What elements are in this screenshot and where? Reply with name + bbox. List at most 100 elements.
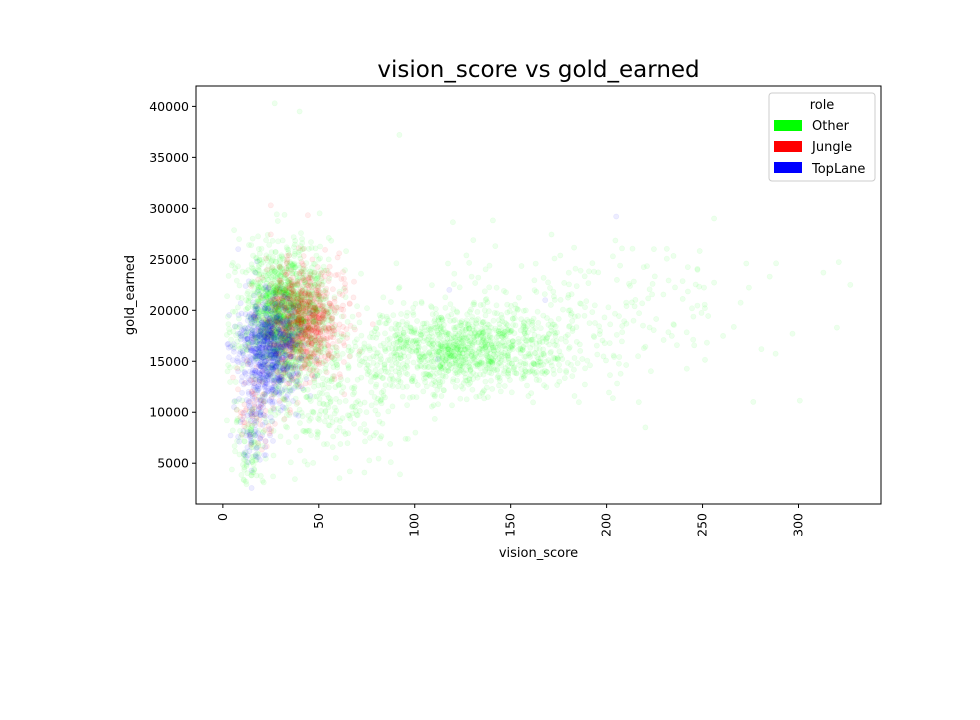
point-other <box>596 331 603 337</box>
point-other <box>292 326 299 332</box>
point-other <box>282 423 289 430</box>
point-other <box>278 265 285 271</box>
point-other <box>295 308 302 315</box>
point-toplane <box>303 376 310 382</box>
point-toplane <box>236 321 243 328</box>
point-other <box>304 353 311 360</box>
point-other <box>307 336 314 343</box>
point-toplane <box>276 356 283 363</box>
point-toplane <box>279 387 286 394</box>
point-other <box>257 283 264 290</box>
point-other <box>472 280 479 286</box>
point-jungle <box>329 286 336 293</box>
point-other <box>301 386 307 393</box>
point-other <box>469 313 476 320</box>
point-other <box>265 253 272 260</box>
point-jungle <box>299 335 306 341</box>
point-other <box>281 295 287 301</box>
point-other <box>614 276 620 283</box>
point-other <box>378 356 384 363</box>
point-other <box>451 326 458 333</box>
point-toplane <box>287 353 294 360</box>
point-other <box>315 415 321 422</box>
point-other <box>311 290 317 297</box>
point-other <box>286 332 293 339</box>
point-other <box>286 328 293 335</box>
point-jungle <box>290 274 296 280</box>
point-other <box>384 336 391 343</box>
point-other <box>284 272 291 279</box>
point-other <box>431 324 438 331</box>
point-other <box>312 337 319 343</box>
point-other <box>276 307 282 314</box>
point-other <box>287 342 293 349</box>
point-other <box>312 275 318 282</box>
point-other <box>275 238 281 245</box>
point-other <box>576 399 582 406</box>
point-other <box>310 314 317 321</box>
point-other <box>267 319 273 326</box>
point-other <box>417 335 424 342</box>
point-toplane <box>260 292 266 299</box>
point-other <box>307 274 314 281</box>
point-other <box>371 394 378 400</box>
point-other <box>265 270 272 277</box>
point-toplane <box>267 414 274 421</box>
point-other <box>282 328 288 335</box>
point-other <box>460 361 467 368</box>
point-other <box>274 360 281 367</box>
point-other <box>243 306 249 313</box>
point-other <box>268 303 275 309</box>
point-other <box>260 338 266 344</box>
point-other <box>396 131 403 138</box>
point-other <box>285 252 292 259</box>
point-other <box>282 275 288 282</box>
point-other <box>280 335 287 342</box>
point-other <box>293 433 300 440</box>
point-other <box>290 287 297 293</box>
point-other <box>298 230 304 236</box>
point-other <box>528 390 535 396</box>
point-other <box>531 349 538 356</box>
point-other <box>380 294 387 301</box>
point-other <box>289 377 296 384</box>
point-other <box>627 282 633 289</box>
point-other <box>277 312 284 318</box>
point-jungle <box>309 256 316 263</box>
point-other <box>271 308 278 314</box>
point-other <box>531 287 538 293</box>
point-other <box>266 323 273 330</box>
point-other <box>281 282 288 289</box>
point-other <box>551 293 557 300</box>
point-other <box>396 369 403 376</box>
point-other <box>315 270 322 277</box>
point-other <box>270 283 276 290</box>
point-other <box>302 333 309 340</box>
point-other <box>301 287 308 294</box>
point-other <box>296 314 303 321</box>
point-other <box>358 332 365 339</box>
point-other <box>651 273 658 280</box>
point-other <box>273 304 280 311</box>
point-other <box>282 304 289 311</box>
point-other <box>380 375 386 381</box>
point-other <box>249 264 255 271</box>
point-other <box>649 291 655 298</box>
point-other <box>292 322 298 329</box>
point-other <box>548 362 555 369</box>
point-other <box>477 302 484 308</box>
point-other <box>260 259 266 266</box>
point-other <box>232 379 239 385</box>
point-other <box>605 304 612 311</box>
point-other <box>275 303 282 309</box>
point-other <box>315 296 322 302</box>
point-other <box>479 389 486 395</box>
point-other <box>459 335 466 342</box>
point-other <box>399 393 406 400</box>
point-toplane <box>257 363 264 370</box>
point-other <box>286 324 292 331</box>
point-other <box>585 280 592 286</box>
point-other <box>227 364 233 371</box>
point-other <box>511 364 518 370</box>
